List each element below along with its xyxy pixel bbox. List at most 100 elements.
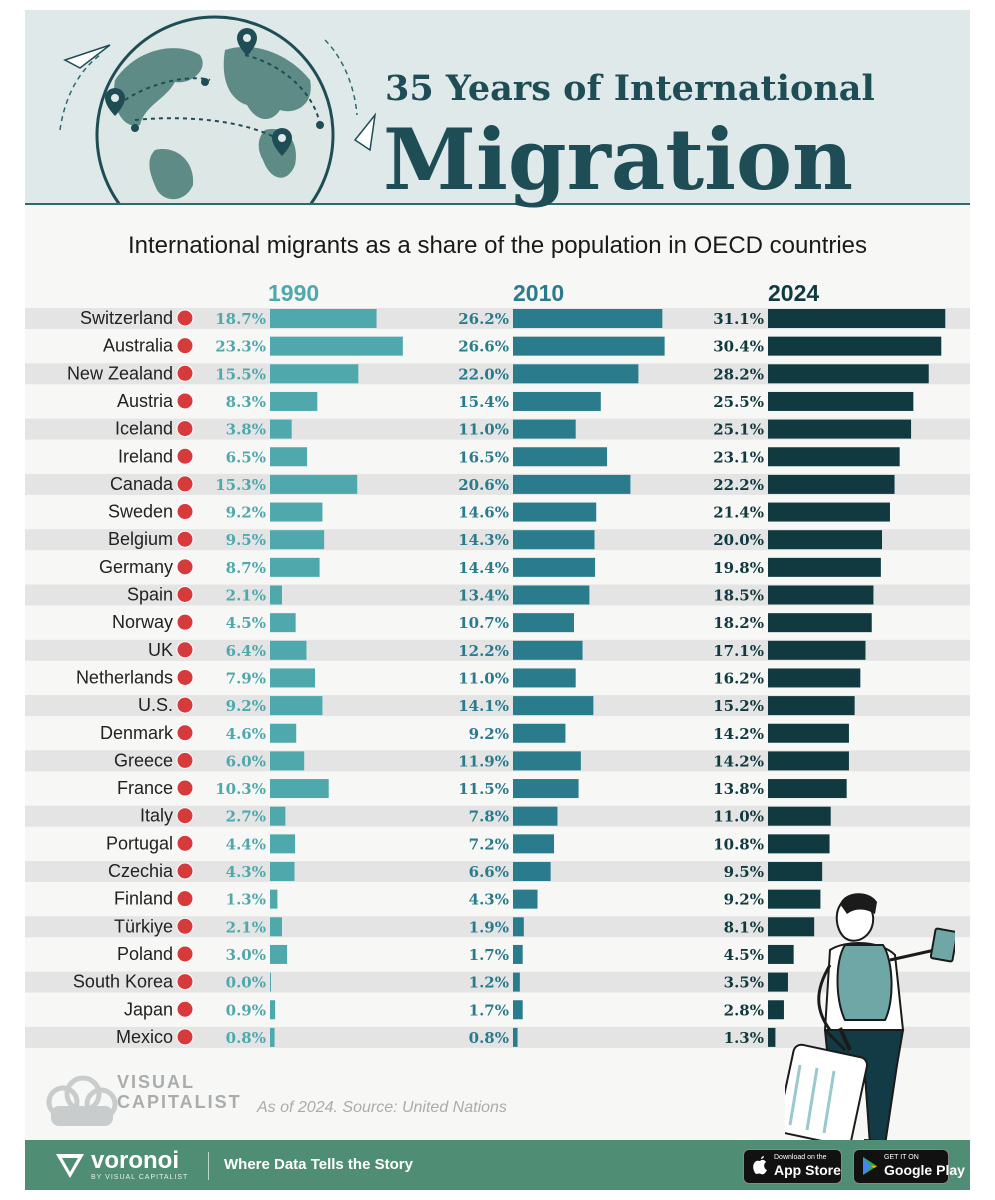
flag-czechia-icon [176,862,194,880]
flag-australia-icon [176,337,194,355]
value-label-2010: 13.4% [458,587,509,605]
bar-2024 [768,889,821,909]
bar-2010 [513,972,520,992]
value-label-1990: 0.8% [226,1029,266,1047]
value-label-1990: 6.4% [226,642,266,660]
bar-2010 [513,391,601,411]
value-label-2024: 1.3% [724,1029,764,1047]
bar-1990 [270,668,316,688]
value-label-1990: 4.6% [226,725,266,743]
value-label-2024: 22.2% [713,476,764,494]
bar-2024 [768,419,912,439]
bar-2024 [768,640,866,660]
value-label-1990: 23.3% [215,338,266,356]
flag-switzerland-icon [176,309,194,327]
value-label-1990: 9.5% [226,531,266,549]
flag-finland-icon [176,890,194,908]
country-label: Germany [99,557,173,577]
country-label: Austria [117,391,174,411]
bar-2024 [768,779,847,799]
bar-2010 [513,723,566,743]
value-label-2024: 4.5% [724,946,764,964]
app-store-label: App Store [774,1162,841,1178]
value-label-2024: 25.5% [713,393,764,411]
brand-line-2: CAPITALIST [117,1092,242,1112]
bar-1990 [270,834,296,854]
bar-2010 [513,364,639,384]
value-label-2024: 28.2% [713,365,764,383]
value-label-1990: 18.7% [215,310,266,328]
flag-new-zealand-icon [176,364,194,382]
bar-1990 [270,585,282,605]
value-label-2024: 15.2% [713,697,764,715]
value-label-2024: 13.8% [713,780,764,798]
title-top: 35 Years of International [385,68,875,109]
row-stripe [25,363,970,385]
value-label-2010: 14.4% [458,559,509,577]
value-label-1990: 10.3% [215,780,266,798]
value-label-1990: 0.0% [226,974,266,992]
country-label: Czechia [108,861,174,881]
bar-2024 [768,557,881,577]
country-label: Switzerland [80,308,173,328]
bar-1990 [270,447,308,467]
value-label-2024: 16.2% [713,669,764,687]
bar-2024 [768,309,946,328]
value-label-2010: 1.7% [469,946,509,964]
bar-chart: Switzerland 18.7% 26.2% 31.1% Australia 23.3%… [25,308,970,1048]
google-play-label: Google Play [884,1162,965,1178]
bar-2010 [513,530,595,550]
bar-2024 [768,834,830,854]
bar-1990 [270,391,318,411]
row-stripe [25,584,970,606]
bar-1990 [270,723,297,743]
app-store-button[interactable]: Download on the App Store [743,1149,842,1184]
country-label: Ireland [118,446,173,466]
bar-2010 [513,309,663,328]
bar-1990 [270,419,292,439]
bar-2024 [768,668,861,688]
row-stripe [25,861,970,882]
row-stripe [25,971,970,993]
bar-2010 [513,917,524,937]
row-stripe [25,916,970,938]
flag-canada-icon [176,475,194,493]
subtitle: International migrants as a share of the… [127,232,868,259]
bar-2024 [768,530,882,550]
country-label: Canada [110,474,174,494]
flag-iceland-icon [176,420,194,438]
row-stripe [25,529,970,551]
row-stripe [25,639,970,661]
bar-1990 [270,640,307,660]
value-label-1990: 2.1% [226,587,266,605]
bar-1990 [270,364,359,384]
row-stripe [25,308,970,329]
bar-2010 [513,668,576,688]
value-label-2010: 22.0% [458,365,509,383]
value-label-2010: 10.7% [458,614,509,632]
value-label-2024: 19.8% [713,559,764,577]
bar-1990 [270,779,329,799]
flag-turkiye-icon [176,917,194,935]
voronoi-logo-icon [56,1154,84,1178]
app-store-small-text: Download on the [774,1154,827,1161]
footer-tagline: Where Data Tells the Story [224,1156,413,1173]
value-label-2024: 21.4% [713,504,764,522]
google-play-button[interactable]: GET IT ON Google Play [853,1149,965,1184]
bar-1990 [270,336,403,356]
value-label-2024: 8.1% [724,918,764,936]
value-label-1990: 0.9% [226,1001,266,1019]
value-label-1990: 2.1% [226,918,266,936]
bar-1990 [270,944,288,964]
globe-illustration [59,15,377,203]
value-label-2010: 1.9% [469,918,509,936]
value-label-2024: 18.2% [713,614,764,632]
bar-2010 [513,585,590,605]
value-label-1990: 6.0% [226,752,266,770]
value-label-2024: 10.8% [713,835,764,853]
flag-greece-icon [176,751,194,769]
value-label-2024: 25.1% [713,421,764,439]
country-label: Poland [117,944,173,964]
value-label-2010: 14.6% [458,504,509,522]
column-header-2010: 2010 [513,280,565,306]
